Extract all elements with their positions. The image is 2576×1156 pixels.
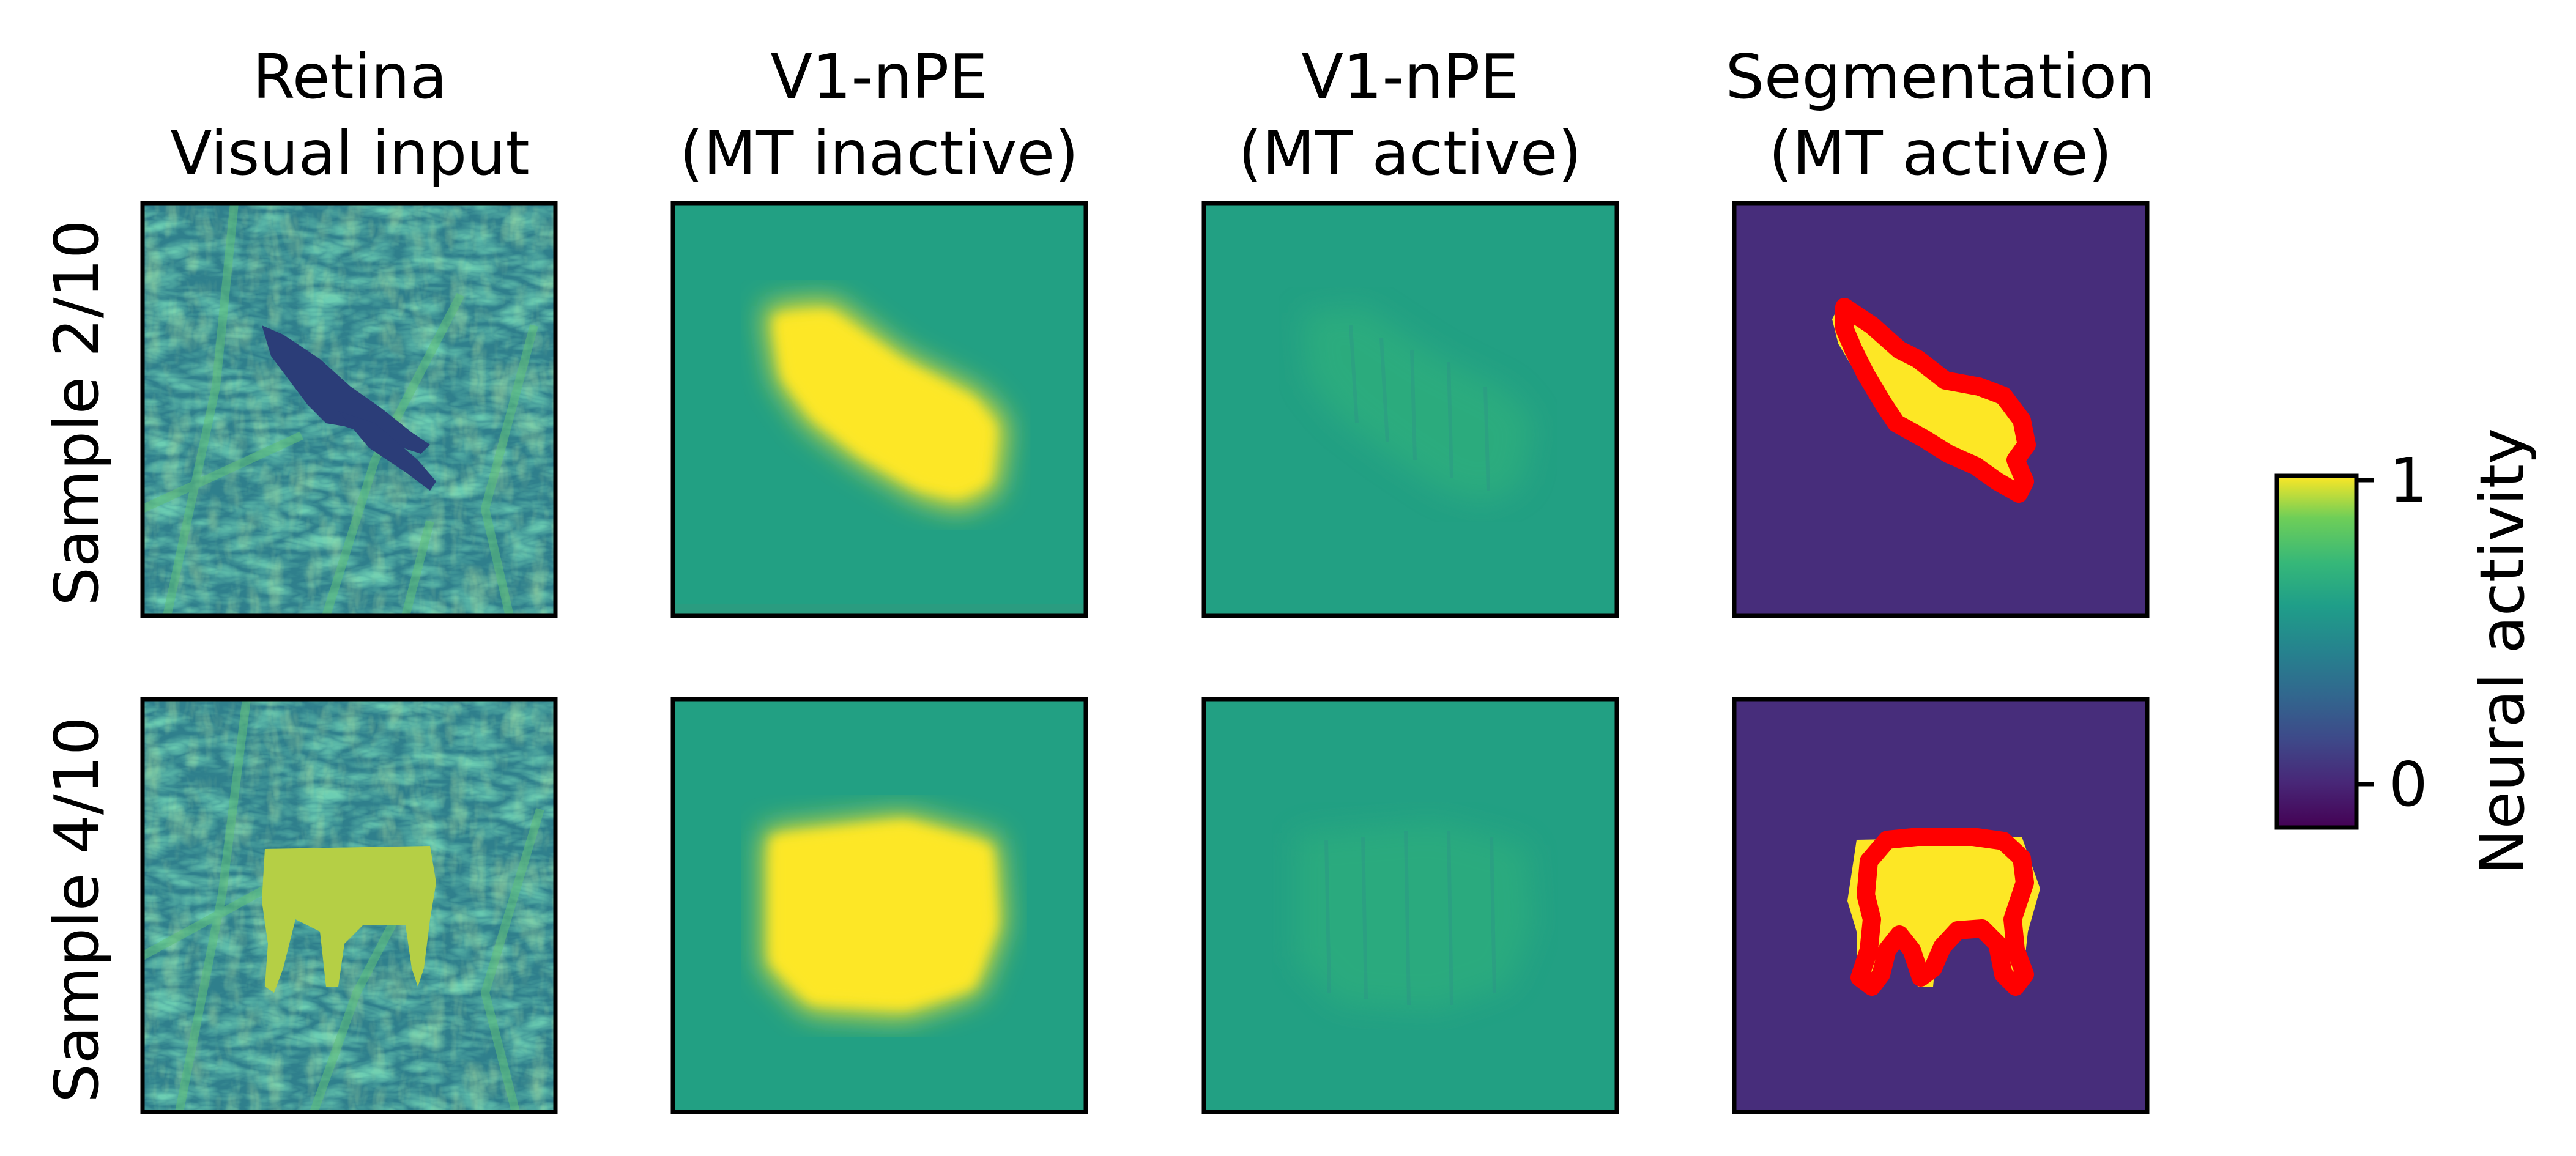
row-label-sample-4: Sample 4/10	[41, 716, 113, 1102]
colorbar-gradient	[2277, 476, 2356, 828]
retina-panel-sample-4	[140, 697, 558, 1114]
deer-silhouette	[262, 846, 436, 993]
row-label-sample-2: Sample 2/10	[41, 220, 113, 606]
segmentation-contour	[1835, 298, 2036, 503]
column-title-retina-line1: Retina	[253, 41, 447, 113]
colorbar-tick-label-0: 0	[2389, 749, 2428, 820]
retina-panel-sample-2	[140, 201, 558, 618]
v1-active-panel-sample-4	[1201, 697, 1619, 1114]
v1-inactive-panel-sample-4	[670, 697, 1088, 1114]
segmentation-panel-sample-4	[1732, 697, 2150, 1114]
segmentation-panel-sample-2	[1732, 201, 2150, 618]
column-title-retina-line2: Visual input	[170, 117, 530, 189]
column-titles: Retina Visual input V1-nPE (MT inactive)…	[170, 41, 2155, 189]
column-title-segmentation-line1: Segmentation	[1726, 41, 2156, 113]
column-title-v1-inactive-line2: (MT inactive)	[680, 117, 1078, 189]
v1-active-panel-sample-2	[1201, 201, 1619, 618]
column-title-v1-active-line1: V1-nPE	[1302, 41, 1519, 113]
column-title-segmentation-line2: (MT active)	[1769, 117, 2112, 189]
segmentation-contour	[1850, 828, 2034, 996]
colorbar: 1 0 Neural activity	[2274, 428, 2538, 875]
v1-inactive-panel-sample-2	[670, 201, 1088, 618]
colorbar-tick-label-1: 1	[2389, 445, 2428, 516]
grasshopper-silhouette	[262, 325, 436, 491]
segmentation-mask	[1832, 301, 2034, 491]
segmentation-mask	[1847, 837, 2040, 987]
column-title-v1-inactive-line1: V1-nPE	[771, 41, 988, 113]
colorbar-label: Neural activity	[2467, 428, 2538, 875]
column-title-v1-active-line2: (MT active)	[1238, 117, 1581, 189]
